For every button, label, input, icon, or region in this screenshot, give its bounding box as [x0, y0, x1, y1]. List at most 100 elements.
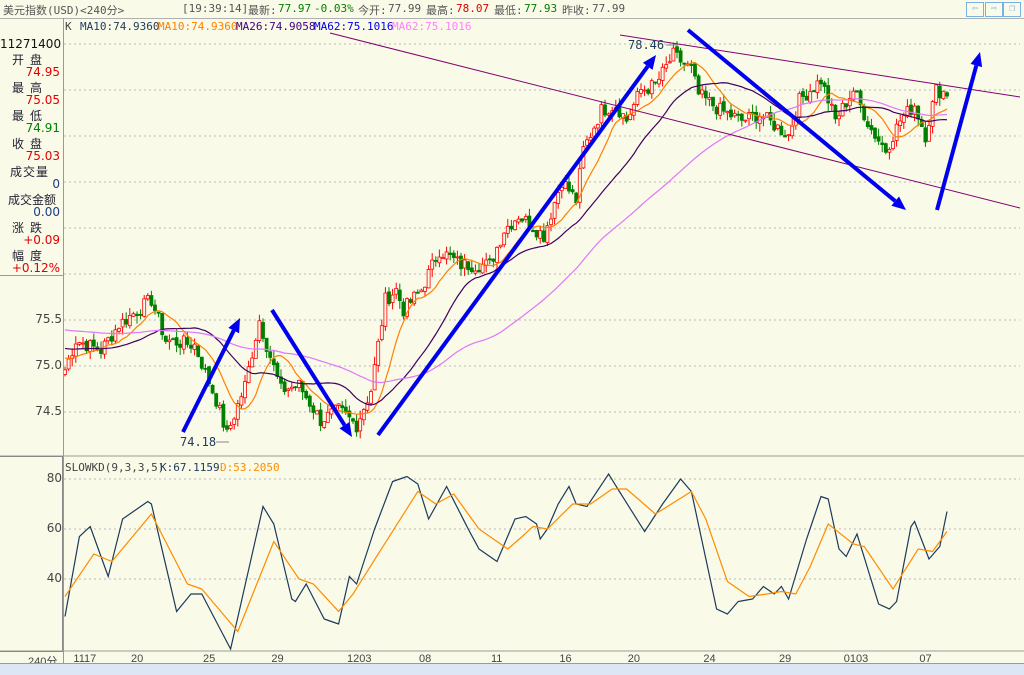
candle-body [491, 258, 496, 262]
candle-body [649, 80, 654, 95]
candle [336, 403, 341, 410]
arrow-head-icon [339, 421, 352, 437]
candle-body [304, 391, 309, 399]
window-restore-icon[interactable]: ❐ [1003, 2, 1021, 17]
candle [945, 91, 949, 99]
candle-body [941, 90, 946, 100]
arrow-shaft [270, 308, 347, 427]
candle [387, 287, 391, 307]
candle [657, 71, 661, 88]
candle [372, 356, 377, 391]
info-amount-label: 成交金额 [8, 193, 57, 207]
candle-body [693, 63, 697, 77]
candle-body [358, 418, 363, 432]
candle-body [239, 396, 244, 406]
candle-body [855, 90, 859, 93]
candle-body [808, 91, 813, 103]
info-open-label: 开盘 [12, 53, 49, 67]
candle-body [779, 125, 784, 136]
arrow-shaft [686, 28, 897, 203]
candle [545, 221, 550, 247]
candle-body [815, 80, 820, 93]
candle-body [217, 405, 222, 409]
low-annotation: 74.18 [180, 435, 216, 449]
candle [149, 290, 154, 308]
candle-body [117, 328, 121, 332]
candle-body [322, 421, 327, 428]
candle [700, 84, 705, 99]
ma62-value-pink: MA62:75.1016 [392, 20, 472, 33]
candle-body [235, 403, 240, 420]
candle-body [909, 104, 913, 115]
arrow-left-icon[interactable]: ⇦ [966, 2, 984, 17]
candle-body [84, 340, 89, 352]
candle-body [365, 402, 370, 411]
candle-body [545, 225, 550, 244]
arrow-right-icon[interactable]: ⇨ [985, 2, 1003, 17]
candle-body [531, 230, 535, 233]
candle [941, 90, 946, 100]
candle-body [894, 123, 899, 141]
candle-body [588, 136, 593, 141]
candle [423, 286, 427, 297]
candle [876, 128, 881, 145]
candle [167, 334, 172, 350]
candle-body [127, 315, 132, 327]
candle-body [437, 256, 442, 264]
candle [502, 232, 507, 248]
candle-body [315, 410, 319, 415]
candle-body [293, 386, 298, 389]
candle-body [221, 403, 226, 428]
candle-body [916, 105, 921, 120]
candle [279, 369, 283, 389]
candle [203, 363, 208, 373]
candle [77, 341, 82, 347]
latest-price: 77.97 [278, 2, 312, 15]
x-tick-label: 08 [419, 653, 432, 665]
candle [221, 400, 226, 432]
candle [358, 410, 363, 439]
candle [916, 105, 921, 127]
candle-body [271, 358, 276, 366]
candle-body [775, 124, 780, 129]
candle [883, 142, 888, 155]
candle [304, 389, 309, 400]
candle [775, 124, 780, 131]
candle-body [567, 181, 571, 192]
candle [840, 100, 845, 117]
candle [847, 90, 852, 113]
candle [113, 324, 118, 345]
candle-body [498, 244, 503, 248]
candle [711, 96, 715, 111]
candle-body [203, 367, 208, 370]
candle [325, 404, 330, 423]
candle [750, 104, 755, 121]
candle [106, 336, 111, 345]
candle [261, 318, 265, 343]
candle [297, 379, 301, 392]
candle [577, 162, 582, 209]
candle [351, 417, 355, 424]
arrow-head-icon [891, 196, 906, 210]
high-label: 最高: [426, 4, 455, 17]
candle [160, 313, 165, 340]
candle [376, 338, 381, 373]
candle [495, 246, 499, 270]
candle [66, 354, 71, 371]
candle-body [865, 121, 870, 128]
candle [858, 88, 863, 113]
candle [855, 89, 859, 93]
candle [552, 201, 557, 225]
candle [232, 416, 237, 430]
candle [703, 85, 708, 106]
candle [671, 42, 676, 62]
kd-k-line [64, 472, 948, 651]
candle-body [711, 96, 715, 107]
candle-body [455, 256, 460, 259]
candle-body [880, 142, 885, 145]
candle-body [109, 336, 114, 342]
open-label: 今开: [358, 4, 387, 17]
candle [210, 384, 215, 395]
candle [865, 116, 870, 129]
